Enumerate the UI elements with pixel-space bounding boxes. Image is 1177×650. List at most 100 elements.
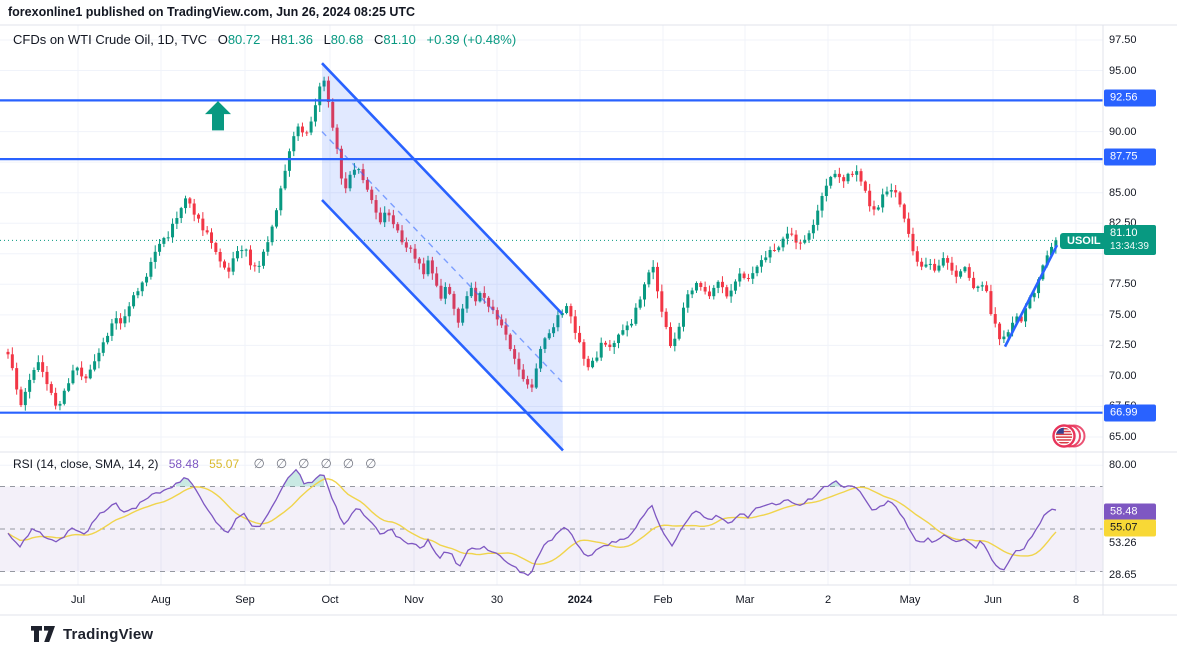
rsi-line[interactable] (7, 468, 1057, 577)
candle-body (591, 360, 595, 368)
candle-body (941, 258, 945, 266)
candle-body (794, 234, 798, 243)
candle-body (803, 239, 807, 243)
candle-body (162, 237, 166, 244)
level-price-badge: 66.99 (1104, 404, 1156, 422)
candle-body (902, 204, 906, 219)
close-label: C (373, 32, 384, 47)
candle-body (218, 251, 222, 262)
candle-body (673, 338, 677, 347)
candle-body (1002, 336, 1006, 340)
candle-body (491, 306, 495, 311)
candle-body (755, 266, 759, 274)
rsi-empty-slot-icon: ∅ (365, 456, 377, 471)
candle-body (114, 318, 118, 324)
candle-body (876, 207, 880, 210)
candle-body (881, 194, 885, 208)
candle-body (950, 262, 954, 271)
candle-body (41, 362, 45, 372)
descending-channel-drawing[interactable] (321, 62, 564, 452)
rsi-legend[interactable]: RSI (14, close, SMA, 14, 2) 58.48 55.07 … (13, 456, 376, 472)
candle-body (19, 389, 23, 406)
candle-body (764, 257, 768, 261)
candle-body (36, 362, 40, 370)
candle-body (348, 174, 352, 189)
candle-body (630, 323, 634, 326)
candle-body (391, 215, 395, 225)
candle-body (772, 250, 776, 252)
candle-body (253, 265, 257, 267)
candle-body (894, 190, 898, 193)
candle-body (32, 369, 36, 380)
candle-body (197, 214, 201, 219)
candle-body (417, 258, 421, 264)
candle-body (656, 266, 659, 292)
candle-body (513, 349, 517, 359)
us-flag-event-icon[interactable] (1052, 424, 1086, 448)
candle-body (374, 200, 378, 213)
candle-body (560, 312, 564, 316)
candle-body (257, 265, 261, 267)
candle-body (790, 233, 794, 235)
candle-body (331, 102, 335, 128)
bar-countdown: 13:34:39 (1110, 241, 1149, 252)
candle-body (15, 368, 19, 390)
candle-body (1011, 322, 1015, 333)
candle-body (465, 296, 469, 309)
candle-body (140, 282, 144, 292)
candle-body (370, 189, 374, 201)
candle-body (365, 180, 369, 190)
time-axis-label: Feb (653, 594, 673, 606)
candle-body (681, 307, 685, 327)
symbol-legend[interactable]: CFDs on WTI Crude Oil, 1D, TVC O80.72 H8… (13, 32, 516, 47)
candle-body (820, 196, 824, 211)
candle-body (474, 287, 478, 302)
tradingview-logo[interactable]: TradingView (30, 624, 153, 644)
low-value: 80.68 (330, 32, 364, 47)
candle-body (855, 171, 859, 175)
candle-body (872, 206, 876, 210)
candle-body (326, 80, 330, 103)
candle-body (1054, 240, 1058, 247)
candle-body (595, 357, 599, 361)
ascending-trendline-drawing[interactable] (1003, 244, 1059, 348)
open-value: 80.72 (227, 32, 261, 47)
candle-body (534, 368, 538, 388)
candle-body (452, 293, 456, 309)
candle-body (690, 290, 694, 295)
candle-body (824, 185, 828, 197)
arrow-up-marker[interactable] (205, 101, 231, 131)
candle-body (119, 318, 123, 324)
candle-body (223, 261, 226, 268)
candle-body (582, 342, 586, 359)
rsi-empty-slot-icon: ∅ (253, 456, 265, 471)
candle-body (759, 260, 763, 267)
candle-body (578, 332, 582, 343)
candle-body (746, 277, 750, 279)
candle-body (933, 263, 937, 271)
candle-body (660, 291, 664, 312)
candle-body (781, 238, 785, 248)
candle-body (500, 319, 504, 326)
candle-body (93, 361, 97, 370)
candle-body (313, 105, 317, 122)
candle-body (1032, 293, 1036, 298)
candle-body (1024, 308, 1028, 322)
candle-body (1006, 332, 1010, 337)
candle-body (842, 177, 846, 182)
candle-body (954, 270, 958, 277)
candle-body (235, 251, 239, 259)
candle-body (985, 285, 989, 292)
tradingview-logo-text: TradingView (63, 625, 154, 643)
candle-body (270, 226, 274, 243)
rsi-sma-line[interactable] (7, 478, 1057, 565)
candle-body (993, 314, 997, 324)
symbol-title: CFDs on WTI Crude Oil, 1D, TVC (13, 32, 208, 47)
candle-body (430, 260, 434, 274)
rsi-overbought-fill (284, 469, 324, 487)
candle-body (785, 233, 789, 239)
candle-body (448, 286, 452, 294)
time-axis-label: Jul (70, 594, 86, 606)
